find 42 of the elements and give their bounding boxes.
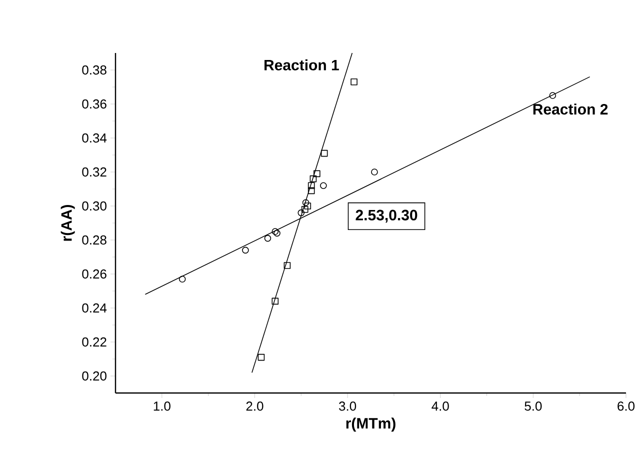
y-axis-title: r(AA) bbox=[60, 205, 75, 241]
x-tick-label: 6.0 bbox=[618, 402, 635, 411]
point bbox=[308, 187, 315, 194]
point bbox=[258, 354, 265, 361]
x-tick-label: 3.0 bbox=[339, 402, 356, 411]
point bbox=[242, 246, 249, 254]
point bbox=[371, 168, 378, 176]
y-tick-label: 0.22 bbox=[82, 337, 106, 347]
x-tick-label: 1.0 bbox=[154, 402, 170, 411]
point bbox=[284, 262, 291, 269]
point bbox=[298, 209, 305, 216]
series-label: Reaction 1 bbox=[264, 59, 339, 70]
y-tick-label: 0.20 bbox=[82, 371, 106, 381]
point bbox=[304, 202, 312, 210]
y-tick-label: 0.38 bbox=[82, 65, 106, 75]
x-tick-label: 4.0 bbox=[432, 402, 449, 411]
x-tick-label: 5.0 bbox=[524, 402, 542, 411]
point bbox=[272, 228, 279, 235]
point bbox=[264, 234, 272, 242]
y-tick-label: 0.28 bbox=[82, 235, 106, 245]
point bbox=[178, 276, 186, 282]
point bbox=[350, 78, 358, 86]
point bbox=[310, 175, 317, 182]
y-tick-label: 0.34 bbox=[82, 133, 107, 143]
annotation: 2.53,0.30 bbox=[356, 210, 418, 223]
y-tick-label: 0.32 bbox=[82, 167, 106, 177]
point bbox=[302, 199, 310, 206]
point bbox=[272, 298, 279, 305]
y-tick-label: 0.30 bbox=[82, 201, 106, 211]
point bbox=[320, 182, 327, 189]
y-tick-label: 0.36 bbox=[82, 99, 106, 109]
y-tick-label: 0.26 bbox=[82, 269, 106, 279]
x-axis-title: r(MTm) bbox=[346, 418, 396, 432]
point bbox=[301, 206, 308, 213]
y-tick-label: 0.24 bbox=[82, 303, 107, 313]
point bbox=[314, 170, 320, 178]
point bbox=[274, 230, 280, 237]
x-tick-label: 2.0 bbox=[246, 402, 264, 411]
point bbox=[308, 182, 315, 189]
series-label: Reaction 2 bbox=[533, 104, 608, 115]
point bbox=[549, 92, 556, 99]
point bbox=[320, 150, 328, 157]
